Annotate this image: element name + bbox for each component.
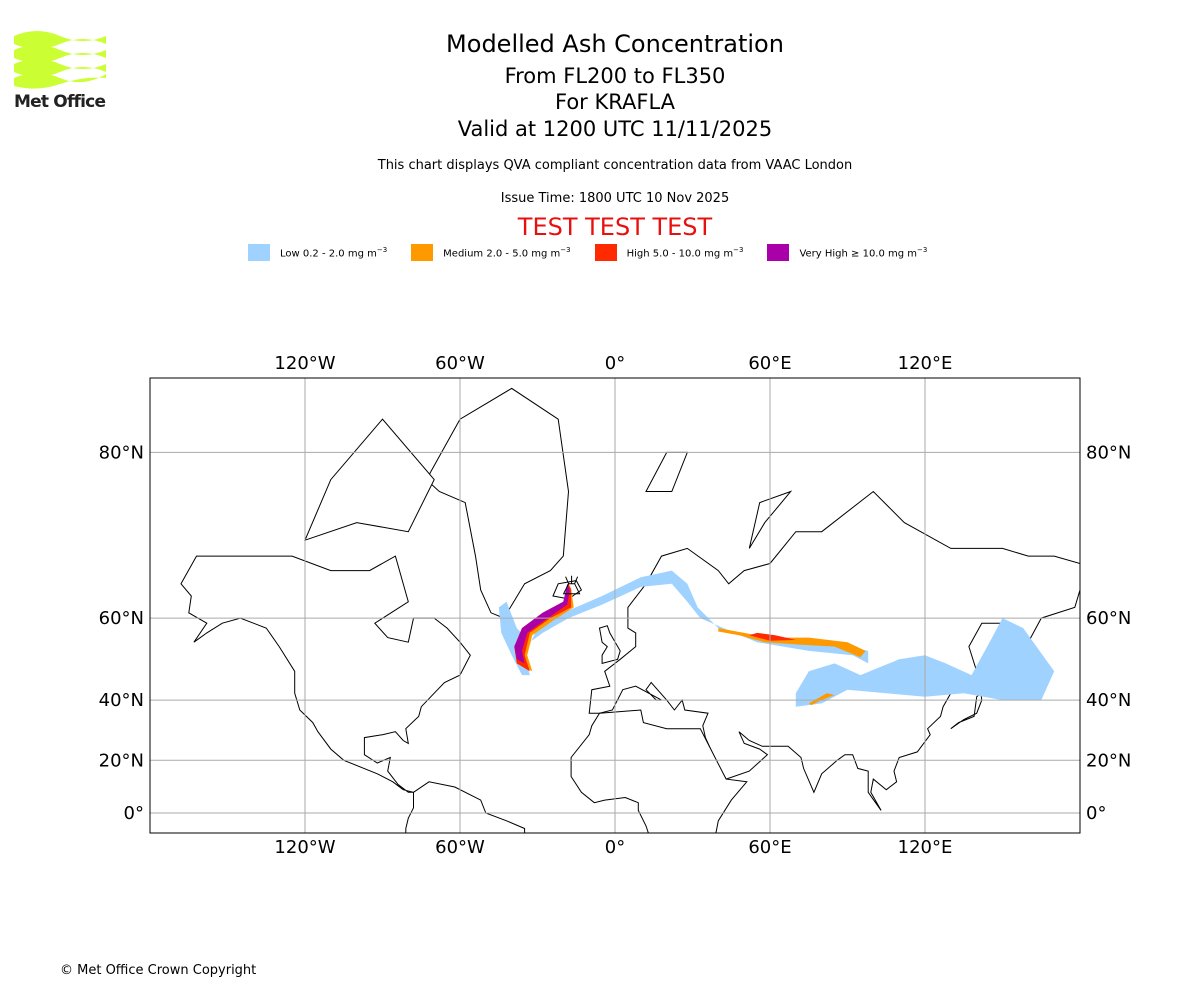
lat-tick-label-right: 0°	[1086, 803, 1106, 824]
legend-label: Very High ≥ 10.0 mg m−3	[799, 245, 928, 260]
lon-tick-label-bottom: 120°E	[898, 837, 953, 858]
legend: Low 0.2 - 2.0 mg m−3 Medium 2.0 - 5.0 mg…	[248, 244, 951, 261]
lat-tick-label-left: 80°N	[99, 442, 144, 463]
lat-tick-label-right: 40°N	[1086, 690, 1131, 711]
lon-tick-label-top: 0°	[605, 353, 625, 374]
lat-tick-label-right: 80°N	[1086, 442, 1131, 463]
landmass-outline	[748, 490, 793, 549]
ash-plume-low	[498, 570, 869, 676]
volcano-eruption-lines	[565, 575, 579, 584]
ash-plume-very-high	[514, 583, 570, 664]
graticule	[150, 378, 1080, 833]
lon-tick-label-bottom: 120°W	[274, 837, 335, 858]
legend-item-medium: Medium 2.0 - 5.0 mg m−3	[411, 244, 571, 261]
ash-plume-high	[749, 632, 796, 641]
land-layer	[180, 387, 1080, 833]
map-frame	[149, 377, 1081, 834]
met-office-logo-text: Met Office	[14, 92, 106, 112]
lon-tick-label-top: 120°W	[274, 353, 335, 374]
landmass-outline	[180, 555, 471, 793]
lon-tick-label-bottom: 60°W	[435, 837, 485, 858]
met-office-logo	[14, 31, 106, 89]
volcano-name: For KRAFLA	[555, 90, 675, 114]
chart-title: Modelled Ash Concentration	[446, 30, 784, 58]
lat-tick-label-left: 20°N	[99, 750, 144, 771]
legend-label: Medium 2.0 - 5.0 mg m−3	[443, 245, 571, 260]
lat-tick-label-left: 40°N	[99, 690, 144, 711]
lon-tick-label-top: 60°W	[435, 353, 485, 374]
legend-item-high: High 5.0 - 10.0 mg m−3	[594, 244, 744, 261]
legend-item-low: Low 0.2 - 2.0 mg m−3	[248, 244, 387, 261]
landmass-outline	[645, 451, 689, 492]
legend-swatch-very-high	[767, 244, 790, 261]
lon-tick-label-bottom: 60°E	[748, 837, 791, 858]
issue-time: Issue Time: 1800 UTC 10 Nov 2025	[500, 191, 730, 206]
legend-swatch-medium	[411, 244, 434, 261]
volcano-marker-icon	[562, 575, 581, 595]
lat-tick-label-right: 60°N	[1086, 608, 1131, 629]
landmass-outline	[304, 418, 435, 542]
chart-description: This chart displays QVA compliant concen…	[377, 158, 853, 173]
lon-tick-label-top: 120°E	[898, 353, 953, 374]
lon-tick-label-bottom: 0°	[605, 837, 625, 858]
legend-item-very-high: Very High ≥ 10.0 mg m−3	[767, 244, 927, 261]
flight-levels: From FL200 to FL350	[504, 64, 726, 88]
legend-swatch-low	[248, 244, 270, 261]
lat-tick-label-left: 0°	[124, 803, 144, 824]
lat-tick-label-right: 20°N	[1086, 750, 1131, 771]
legend-label: High 5.0 - 10.0 mg m−3	[626, 245, 744, 260]
legend-swatch-high	[594, 244, 617, 261]
axis-tick-labels: 120°W 120°W 60°W 60°W 0° 0° 60°E 60°E 120°E 120°E…	[99, 353, 1132, 858]
copyright: © Met Office Crown Copyright	[60, 963, 257, 978]
landmass-outline	[425, 387, 570, 619]
test-banner: TEST TEST TEST	[517, 213, 713, 241]
landmass-outline	[405, 781, 526, 833]
legend-label: Low 0.2 - 2.0 mg m−3	[280, 245, 388, 260]
lat-tick-label-left: 60°N	[99, 608, 144, 629]
lon-tick-label-top: 60°E	[748, 353, 791, 374]
ash-plume-medium	[808, 693, 835, 706]
valid-time: Valid at 1200 UTC 11/11/2025	[457, 117, 773, 141]
landmass-outline	[598, 625, 621, 665]
